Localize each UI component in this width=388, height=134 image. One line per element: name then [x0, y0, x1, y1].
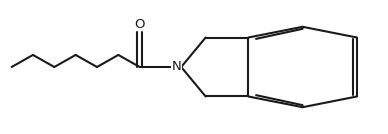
Text: O: O — [134, 18, 145, 31]
Text: N: N — [171, 60, 182, 74]
